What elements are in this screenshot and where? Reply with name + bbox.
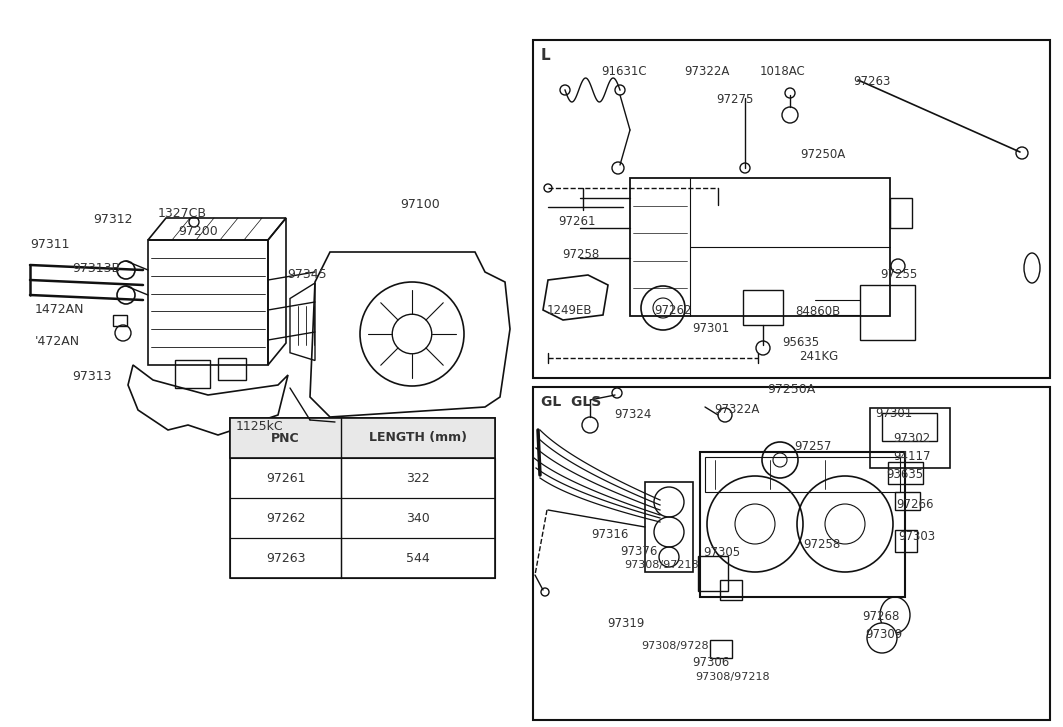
Text: 93635: 93635 bbox=[885, 468, 923, 481]
Text: 97324: 97324 bbox=[614, 408, 652, 421]
Text: 97200: 97200 bbox=[178, 225, 218, 238]
Bar bbox=[113, 315, 126, 326]
Bar bbox=[230, 538, 495, 578]
Bar bbox=[710, 640, 732, 658]
Text: 97100: 97100 bbox=[400, 198, 440, 211]
Bar bbox=[630, 178, 890, 316]
Text: 97308/97218: 97308/97218 bbox=[624, 560, 698, 570]
Bar bbox=[890, 198, 912, 228]
Bar bbox=[870, 408, 950, 468]
Bar bbox=[895, 492, 919, 510]
Bar bbox=[175, 360, 210, 388]
Text: 97262: 97262 bbox=[654, 304, 692, 317]
Text: 97268: 97268 bbox=[862, 610, 899, 623]
Text: 91631C: 91631C bbox=[601, 65, 646, 78]
Circle shape bbox=[615, 85, 625, 95]
Text: 97262: 97262 bbox=[266, 512, 305, 524]
Text: 1018AC: 1018AC bbox=[760, 65, 806, 78]
Bar bbox=[882, 413, 937, 441]
Text: PNC: PNC bbox=[271, 432, 300, 444]
Bar bbox=[533, 387, 1050, 720]
Text: 241KG: 241KG bbox=[799, 350, 839, 363]
Text: 1472AN: 1472AN bbox=[35, 303, 84, 316]
Text: 340: 340 bbox=[406, 512, 431, 524]
Text: 97313: 97313 bbox=[72, 370, 112, 383]
Bar bbox=[230, 458, 495, 498]
Bar bbox=[720, 580, 742, 600]
Bar bbox=[698, 556, 728, 591]
Circle shape bbox=[718, 408, 732, 422]
Circle shape bbox=[867, 623, 897, 653]
Text: 97261: 97261 bbox=[266, 472, 305, 484]
Text: L: L bbox=[541, 48, 551, 63]
Text: 97316: 97316 bbox=[591, 528, 628, 541]
Text: 97258: 97258 bbox=[562, 248, 600, 261]
Text: 97275: 97275 bbox=[716, 93, 754, 106]
Bar bbox=[230, 418, 495, 578]
Text: GL  GLS: GL GLS bbox=[541, 395, 602, 409]
Bar bbox=[230, 418, 495, 458]
Text: '472AN: '472AN bbox=[35, 335, 80, 348]
Text: 97263: 97263 bbox=[853, 75, 891, 88]
Circle shape bbox=[560, 85, 570, 95]
Bar bbox=[645, 482, 693, 572]
Text: 97319: 97319 bbox=[607, 617, 644, 630]
Text: 97263: 97263 bbox=[266, 552, 305, 564]
Bar bbox=[895, 530, 917, 552]
Text: 97258: 97258 bbox=[803, 538, 840, 551]
Text: 97306: 97306 bbox=[692, 656, 729, 669]
Text: 97257: 97257 bbox=[794, 440, 831, 453]
Text: 97266: 97266 bbox=[896, 498, 933, 511]
Text: 97345: 97345 bbox=[287, 268, 326, 281]
Text: 97311: 97311 bbox=[30, 238, 69, 251]
Text: 97302: 97302 bbox=[893, 432, 930, 445]
Text: 97303: 97303 bbox=[898, 530, 935, 543]
Text: 97250A: 97250A bbox=[767, 383, 815, 396]
Bar bbox=[705, 457, 900, 492]
Text: 97322A: 97322A bbox=[714, 403, 759, 416]
Bar bbox=[230, 498, 495, 538]
Text: 97376: 97376 bbox=[620, 545, 657, 558]
Text: 97308/97218: 97308/97218 bbox=[695, 672, 770, 682]
Text: 97322A: 97322A bbox=[684, 65, 729, 78]
Bar bbox=[148, 240, 268, 365]
Circle shape bbox=[1016, 147, 1028, 159]
Text: 97309: 97309 bbox=[865, 628, 902, 641]
Text: 1249EB: 1249EB bbox=[547, 304, 592, 317]
Text: 84860B: 84860B bbox=[795, 305, 840, 318]
Text: 95635: 95635 bbox=[782, 336, 820, 349]
Bar bbox=[218, 358, 246, 380]
Text: 97255: 97255 bbox=[880, 268, 917, 281]
Bar bbox=[888, 462, 923, 484]
Bar bbox=[743, 290, 783, 325]
Text: 1125kC: 1125kC bbox=[236, 420, 284, 433]
Text: 97261: 97261 bbox=[558, 215, 595, 228]
Text: 97301: 97301 bbox=[692, 322, 729, 335]
Text: 97308/9728: 97308/9728 bbox=[641, 641, 709, 651]
Bar bbox=[701, 452, 905, 597]
Text: 97313B: 97313B bbox=[72, 262, 120, 275]
Text: 97305: 97305 bbox=[703, 546, 740, 559]
Bar bbox=[860, 285, 915, 340]
Text: 94117: 94117 bbox=[893, 450, 930, 463]
Circle shape bbox=[583, 417, 598, 433]
Circle shape bbox=[544, 184, 552, 192]
Text: LENGTH (mm): LENGTH (mm) bbox=[369, 432, 467, 444]
Text: 1327CB: 1327CB bbox=[158, 207, 207, 220]
Text: 97312: 97312 bbox=[92, 213, 133, 226]
Text: 97250A: 97250A bbox=[800, 148, 845, 161]
Text: 322: 322 bbox=[406, 472, 429, 484]
Text: 544: 544 bbox=[406, 552, 431, 564]
Bar bbox=[533, 40, 1050, 378]
Text: 97301: 97301 bbox=[875, 407, 912, 420]
